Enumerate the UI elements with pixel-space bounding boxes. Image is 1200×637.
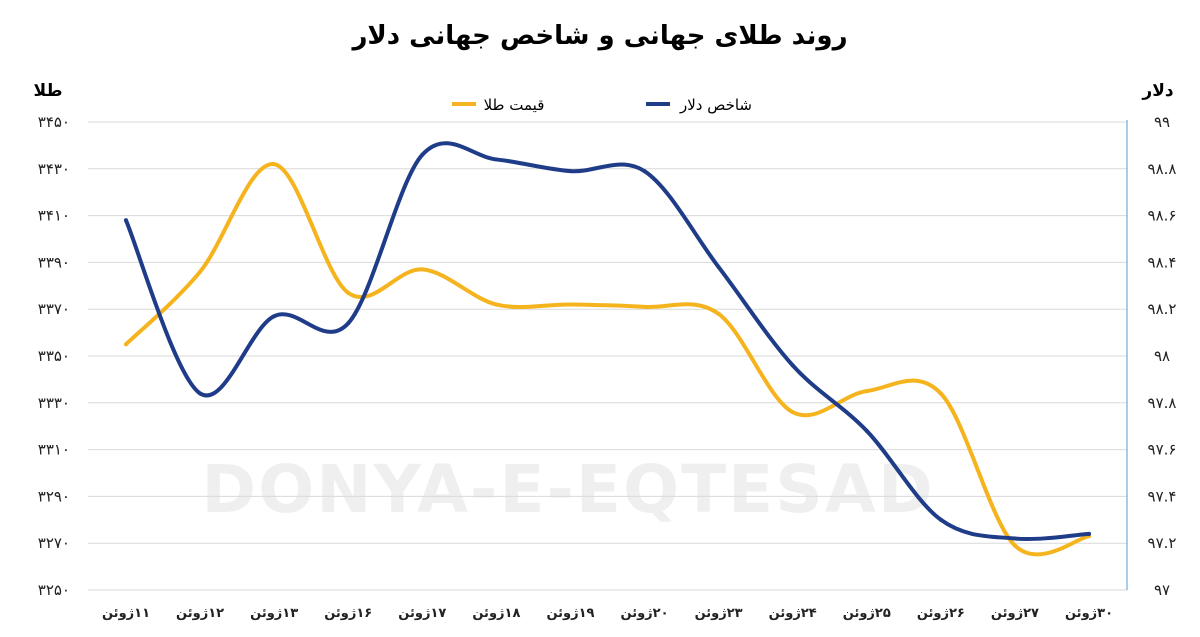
watermark: DONYA-E-EQTESAD — [201, 451, 934, 528]
dollar-point — [494, 157, 499, 162]
legend-label-dollar: شاخص دلار — [679, 96, 752, 114]
x-tick-label: ۱۱ژوئن — [102, 606, 150, 621]
gold-point — [1012, 543, 1017, 548]
left-tick-label: ۳۴۵۰ — [38, 113, 70, 131]
gold-point — [642, 304, 647, 309]
dollar-point — [198, 391, 203, 396]
right-tick-labels: ۹۷ ۹۷.۲ ۹۷.۴ ۹۷.۶ ۹۷.۸ ۹۸ ۹۸.۲ ۹۸.۴ ۹۸.۶ ۹۸.۸ ۹۹ — [1148, 113, 1177, 599]
x-tick-label: ۲۷ژوئن — [991, 606, 1039, 621]
dollar-point — [790, 363, 795, 368]
x-tick-label: ۱۸ژوئن — [472, 606, 520, 621]
legend: قیمت طلا شاخص دلار — [452, 96, 752, 114]
x-tick-label: ۲۵ژوئن — [843, 606, 891, 621]
x-tick-label: ۱۲ژوئن — [176, 606, 224, 621]
dollar-point — [568, 169, 573, 174]
x-tick-labels: ۱۱ژوئن ۱۲ژوئن ۱۳ژوئن ۱۶ژوئن ۱۷ژوئن ۱۸ژوئن ۱۹ژو… — [102, 606, 1113, 621]
right-tick-label: ۹۸.۸ — [1148, 160, 1177, 178]
x-tick-label: ۱۹ژوئن — [546, 606, 594, 621]
x-tick-label: ۲۶ژوئن — [917, 606, 965, 621]
series-lines — [124, 141, 1091, 557]
watermark-text: DONYA-E-EQTESAD — [201, 451, 934, 528]
x-tick-label: ۲۰ژوئن — [621, 606, 669, 621]
right-tick-label: ۹۸.۶ — [1148, 207, 1177, 225]
gold-point — [790, 410, 795, 415]
dollar-point — [938, 517, 943, 522]
gold-point — [568, 302, 573, 307]
dollar-point — [1012, 536, 1017, 541]
gold-point — [864, 389, 869, 394]
left-tick-label: ۳۴۱۰ — [38, 207, 70, 225]
left-tick-labels: ۳۲۵۰ ۳۲۷۰ ۳۲۹۰ ۳۳۱۰ ۳۳۳۰ ۳۳۵۰ ۳۳۷۰ ۳۳۹۰ ۳۴۱۰ ۳۴۳۰… — [38, 113, 70, 599]
dollar-index-line — [124, 141, 1091, 542]
right-tick-label: ۹۷.۴ — [1148, 487, 1177, 505]
left-tick-label: ۳۲۹۰ — [38, 487, 70, 505]
right-tick-label: ۹۷.۸ — [1148, 394, 1177, 412]
gold-point — [198, 269, 203, 274]
x-tick-label: ۳۰ژوئن — [1065, 606, 1113, 621]
x-tick-label: ۱۶ژوئن — [324, 606, 372, 621]
gold-point — [346, 290, 351, 295]
gold-point — [272, 162, 277, 167]
right-tick-label: ۹۷.۶ — [1148, 441, 1177, 459]
left-tick-label: ۳۲۵۰ — [38, 581, 70, 599]
right-tick-label: ۹۹ — [1154, 113, 1170, 131]
dollar-point — [420, 152, 425, 157]
left-tick-label: ۳۳۳۰ — [38, 394, 70, 412]
dollar-point — [124, 218, 128, 223]
left-tick-label: ۳۲۷۰ — [38, 534, 70, 552]
gold-point — [124, 342, 128, 347]
right-tick-label: ۹۸.۲ — [1148, 300, 1177, 318]
left-tick-label: ۳۴۳۰ — [38, 160, 70, 178]
left-tick-label: ۳۳۷۰ — [38, 300, 70, 318]
dollar-point — [716, 265, 721, 270]
right-tick-label: ۹۷ — [1154, 581, 1170, 599]
dollar-point — [864, 428, 869, 433]
right-axis-title: دلار — [1141, 81, 1173, 101]
dollar-point — [1087, 531, 1091, 536]
right-tick-label: ۹۸.۴ — [1148, 253, 1177, 271]
x-tick-label: ۱۳ژوئن — [250, 606, 298, 621]
dollar-point — [642, 169, 647, 174]
gold-point — [716, 311, 721, 316]
legend-label-gold: قیمت طلا — [484, 96, 545, 114]
x-tick-label: ۲۳ژوئن — [695, 606, 743, 621]
right-tick-label: ۹۷.۲ — [1148, 534, 1177, 552]
dollar-point — [272, 314, 277, 319]
chart-title: روند طلای جهانی و شاخص جهانی دلار — [350, 21, 847, 51]
left-tick-label: ۳۳۹۰ — [38, 253, 70, 271]
gold-point — [420, 267, 425, 272]
left-tick-label: ۳۳۱۰ — [38, 441, 70, 459]
gold-point — [494, 302, 499, 307]
dollar-point — [346, 321, 351, 326]
left-axis-title: طلا — [34, 81, 63, 101]
x-tick-label: ۲۴ژوئن — [769, 606, 817, 621]
gold-point — [938, 391, 943, 396]
left-tick-label: ۳۳۵۰ — [38, 347, 70, 365]
x-tick-label: ۱۷ژوئن — [398, 606, 446, 621]
right-tick-label: ۹۸ — [1154, 347, 1170, 365]
